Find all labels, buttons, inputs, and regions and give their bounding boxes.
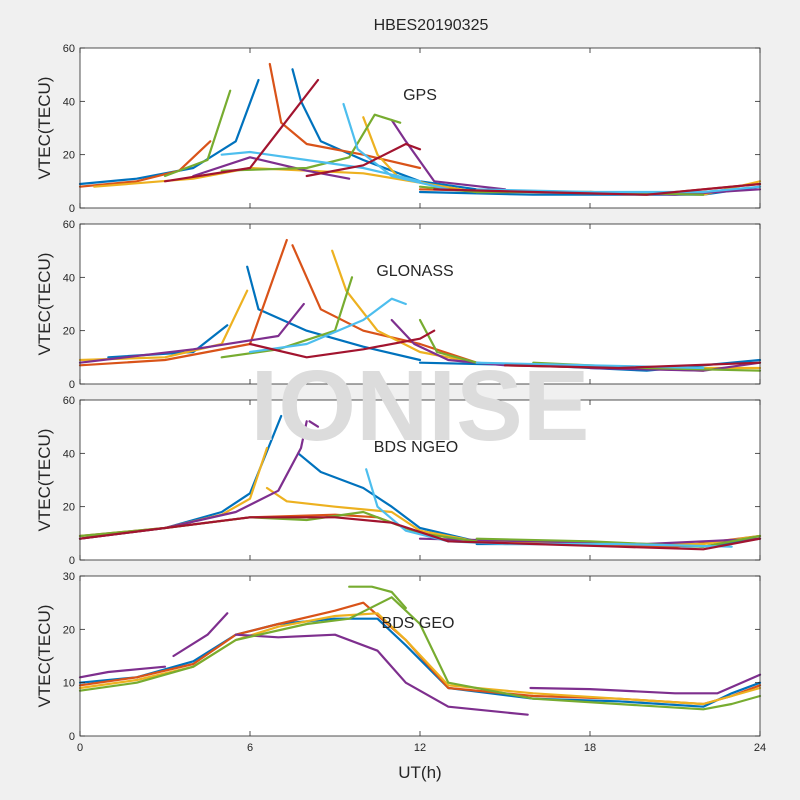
- y-tick-label-2-2: 40: [63, 448, 75, 460]
- series-line-2-15: [78, 516, 450, 543]
- y-tick-label-1-1: 20: [63, 326, 75, 338]
- y-tick-label-0-3: 60: [63, 43, 75, 55]
- series-line-2-9: [308, 420, 320, 428]
- series-line-1-15: [248, 297, 407, 354]
- y-axis-label-3: VTEC(TECU): [35, 605, 54, 708]
- series-line-3-0: [78, 617, 762, 708]
- series-line-1-18: [503, 361, 762, 370]
- series-line-1-9: [78, 302, 305, 364]
- plot-area-1: [80, 224, 760, 384]
- y-tick-label-3-2: 20: [63, 624, 75, 636]
- series-line-0-17: [475, 185, 762, 194]
- series-line-1-13: [418, 318, 478, 364]
- y-tick-label-0-0: 0: [69, 203, 75, 215]
- plot-area-0: [80, 48, 760, 208]
- series-line-0-10: [390, 118, 507, 191]
- series-line-0-15: [220, 150, 422, 183]
- x-axis-label: UT(h): [398, 763, 441, 782]
- series-line-3-7: [78, 596, 762, 711]
- y-tick-label-3-0: 0: [69, 731, 75, 743]
- series-line-0-18: [163, 78, 320, 183]
- panel-1: 0 20 40 60 VTEC(TECU) GLONASS: [35, 219, 762, 391]
- y-tick-label-2-0: 0: [69, 555, 75, 567]
- series-line-1-11: [588, 361, 762, 372]
- y-tick-label-3-3: 30: [63, 571, 75, 583]
- series-line-1-3: [78, 238, 288, 367]
- y-tick-label-1-2: 40: [63, 272, 75, 284]
- series-line-3-4: [172, 612, 229, 658]
- series-line-3-3: [78, 665, 167, 679]
- series-line-0-12: [163, 89, 232, 178]
- panel-2: 0 20 40 60 VTEC(TECU) BDS NGEO: [35, 395, 762, 567]
- y-axis-label-0: VTEC(TECU): [35, 77, 54, 180]
- y-tick-label-0-2: 40: [63, 96, 75, 108]
- y-tick-label-1-0: 0: [69, 379, 75, 391]
- series-line-0-19: [305, 142, 422, 178]
- series-line-2-16: [447, 537, 762, 551]
- panel-label-2: BDS NGEO: [374, 439, 458, 456]
- series-line-1-17: [248, 329, 436, 359]
- y-tick-label-0-1: 20: [63, 150, 75, 162]
- series-line-0-16: [342, 102, 450, 191]
- watermark: IONISE: [251, 350, 590, 462]
- series-line-0-0: [78, 78, 260, 186]
- series-line-3-8: [348, 585, 407, 610]
- series-line-1-4: [291, 244, 478, 364]
- y-axis-label-2: VTEC(TECU): [35, 429, 54, 532]
- panel-label-1: GLONASS: [376, 263, 453, 280]
- x-tick-label-2: 12: [414, 742, 426, 754]
- series-line-1-1: [246, 265, 422, 362]
- series-line-2-1: [297, 452, 478, 543]
- series-line-0-3: [78, 140, 212, 188]
- panel-3: 0 10 20 30 0 6 12 18 24 VTEC(TECU) BDS GEO: [35, 571, 766, 754]
- y-tick-label-2-3: 60: [63, 395, 75, 407]
- series-line-2-10: [418, 537, 762, 546]
- series-line-3-5: [234, 633, 529, 716]
- x-tick-label-3: 18: [584, 742, 596, 754]
- series-line-0-9: [192, 156, 351, 180]
- panel-label-0: GPS: [403, 87, 437, 104]
- series-line-0-13: [220, 113, 402, 172]
- panel-label-3: BDS GEO: [382, 615, 455, 632]
- x-tick-label-0: 0: [77, 742, 83, 754]
- series-line-3-6: [529, 673, 762, 695]
- series-line-2-6: [265, 486, 478, 543]
- y-axis-label-1: VTEC(TECU): [35, 253, 54, 356]
- panel-0: 0 20 40 60 VTEC(TECU) GPS: [35, 43, 762, 215]
- x-tick-label-1: 6: [247, 742, 253, 754]
- x-tick-label-4: 24: [754, 742, 766, 754]
- y-tick-label-2-1: 20: [63, 502, 75, 514]
- figure-title: HBES20190325: [374, 17, 489, 34]
- series-line-0-20: [433, 182, 762, 196]
- y-tick-label-1-3: 60: [63, 219, 75, 231]
- series-line-1-12: [220, 276, 354, 359]
- y-tick-label-3-1: 10: [63, 678, 75, 690]
